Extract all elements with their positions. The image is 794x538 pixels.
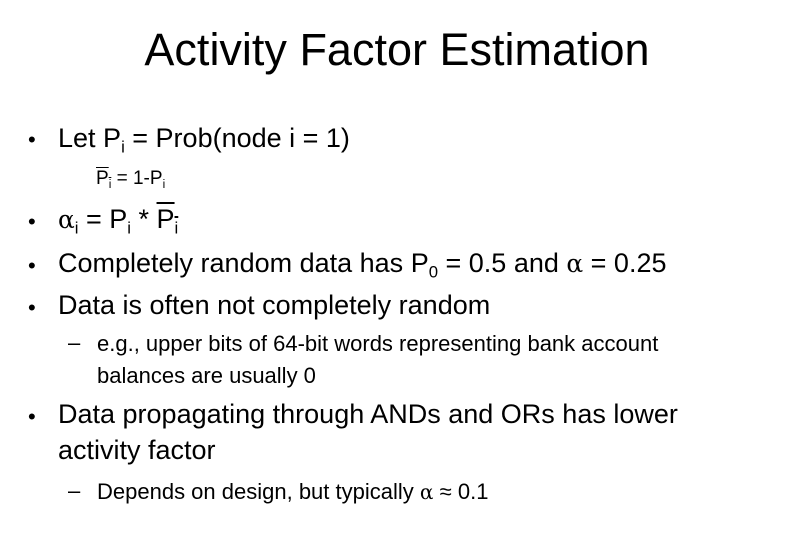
- bullet-not-random: Data is often not completely random: [58, 290, 491, 320]
- bullet-dot: •: [28, 127, 36, 152]
- sub-bullet-typical-alpha: Depends on design, but typically α ≈ 0.1: [97, 479, 489, 504]
- dash-marker: –: [68, 330, 81, 355]
- bullet-alpha-definition: αi = Pi * Pi: [58, 204, 179, 238]
- subscript-i: i: [121, 137, 125, 157]
- bullet-dot: •: [28, 295, 36, 320]
- bullet-dot: •: [28, 253, 36, 278]
- alpha-symbol: α: [419, 480, 434, 504]
- p-symbol: P: [109, 204, 128, 234]
- alpha-symbol: α: [58, 205, 75, 234]
- p-bar-definition: Pi = 1-Pi: [96, 166, 165, 192]
- subscript-0: 0: [428, 262, 439, 282]
- p-symbol: P: [149, 168, 163, 189]
- bullet-let-p: Let Pi = Prob(node i = 1): [58, 121, 350, 155]
- dash-marker: –: [68, 478, 81, 503]
- bullet-random-data: Completely random data has P0 = 0.5 and …: [58, 248, 667, 282]
- bullet-propagating-line2: activity factor: [58, 435, 216, 465]
- prob-definition: = Prob(node i = 1): [124, 123, 350, 153]
- alpha-symbol: α: [566, 249, 584, 278]
- p-bar-symbol: Pi: [156, 204, 179, 238]
- bullet-dot: •: [28, 209, 36, 234]
- subscript-i: i: [162, 177, 166, 191]
- let-label: Let: [58, 123, 104, 153]
- sub-bullet-example-line2: balances are usually 0: [97, 363, 316, 388]
- p-symbol: P: [103, 123, 122, 153]
- slide-title: Activity Factor Estimation: [144, 24, 650, 75]
- bullet-dot: •: [28, 404, 36, 429]
- bullet-propagating-line1: Data propagating through ANDs and ORs ha…: [58, 399, 678, 429]
- sub-bullet-example-line1: e.g., upper bits of 64-bit words represe…: [97, 331, 659, 356]
- one-minus: = 1-: [111, 168, 150, 189]
- subscript-i: i: [74, 218, 79, 238]
- p-bar-symbol: Pi: [96, 168, 112, 191]
